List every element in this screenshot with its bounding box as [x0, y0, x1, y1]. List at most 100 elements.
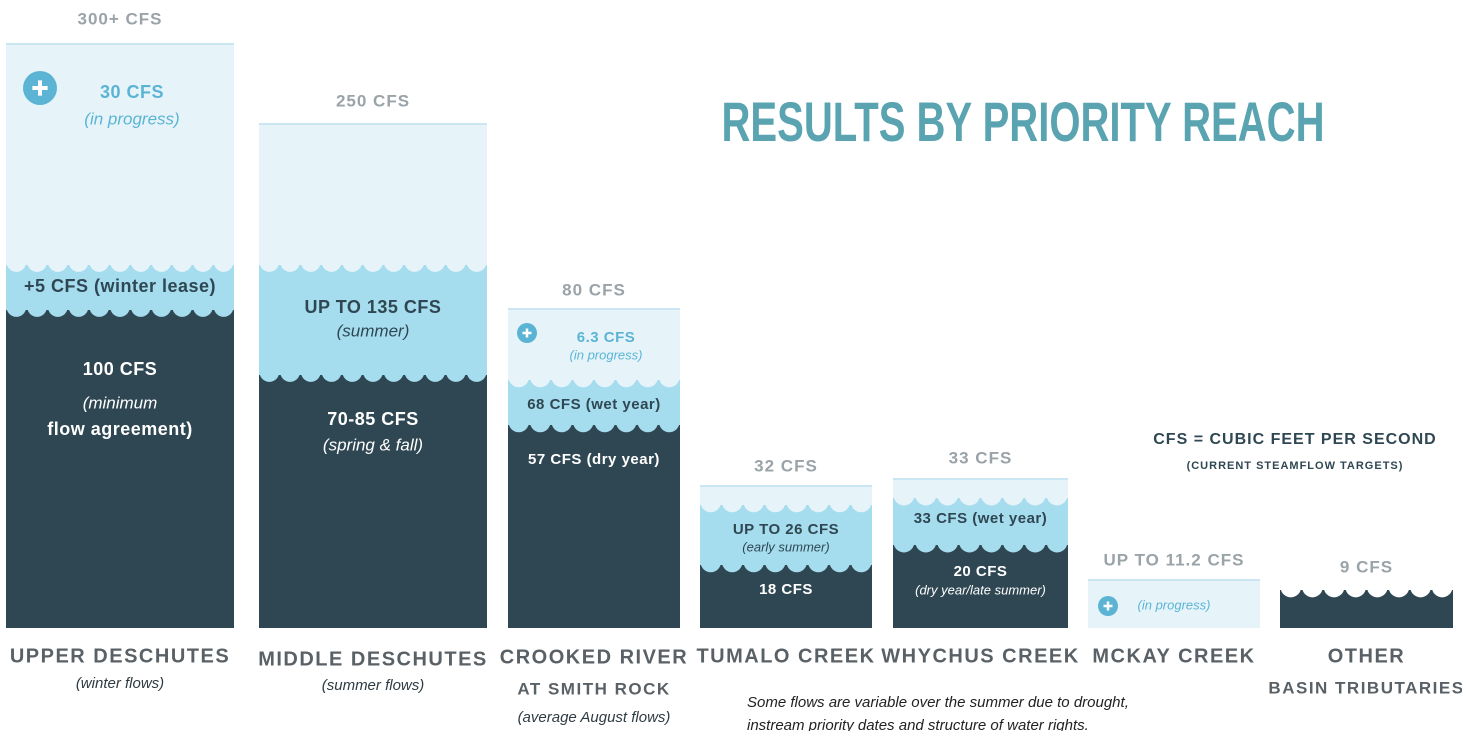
column: 250 CFS MIDDLE DESCHUTES (summer flows) UP … — [258, 91, 488, 694]
band-label: (summer) — [337, 321, 410, 340]
wave — [1410, 576, 1431, 598]
band-label: 18 CFS — [759, 581, 813, 598]
wave — [1002, 531, 1024, 553]
wave — [616, 411, 637, 433]
wave — [300, 362, 321, 382]
band — [259, 375, 487, 628]
band-label: (in progress) — [1138, 597, 1211, 612]
wave — [829, 491, 850, 513]
wave — [172, 252, 193, 272]
wave — [193, 297, 213, 317]
wave — [743, 551, 764, 573]
wave — [404, 252, 425, 272]
column: UP TO 11.2 CFS MCKAY CREEK (in progress) — [1088, 550, 1260, 667]
wave — [47, 297, 68, 317]
column: 9 CFS OTHER BASIN TRIBUTARIES — [1268, 557, 1462, 697]
column-sub: (average August flows) — [518, 709, 671, 726]
band — [6, 310, 234, 628]
wave — [915, 531, 937, 553]
wave — [594, 411, 615, 433]
wave — [530, 366, 551, 388]
wave — [446, 252, 466, 272]
wave — [321, 252, 342, 272]
band-label: UP TO 135 CFS — [305, 297, 442, 317]
wave — [446, 362, 466, 382]
wave — [743, 491, 764, 513]
band-label: (spring & fall) — [323, 435, 423, 454]
top-label: 32 CFS — [754, 456, 818, 475]
column-name: WHYCHUS CREEK — [881, 645, 1079, 667]
wave — [363, 362, 383, 382]
wave — [193, 252, 213, 272]
wave — [959, 531, 980, 553]
wave — [1431, 576, 1453, 598]
wave — [573, 366, 594, 388]
column: 33 CFS WHYCHUS CREEK 33 CFS (wet year) 20 C… — [881, 448, 1079, 667]
title: RESULTS BY PRIORITY REACH — [722, 90, 1325, 153]
wave — [808, 491, 829, 513]
wave — [637, 411, 658, 433]
wave — [937, 484, 959, 506]
column: 300+ CFS UPPER DESCHUTES (winter flows) 30 … — [6, 9, 234, 692]
band-label: 30 CFS — [100, 82, 164, 102]
column: 32 CFS TUMALO CREEK UP TO 26 CFS(early sum… — [696, 456, 874, 667]
wave — [981, 531, 1002, 553]
wave — [6, 297, 27, 317]
column: 80 CFS CROOKED RIVER AT SMITH ROCK (average… — [500, 280, 687, 726]
add-icon-plus — [1103, 601, 1113, 611]
wave — [110, 297, 130, 317]
wave — [981, 484, 1002, 506]
wave — [893, 484, 915, 506]
wave — [551, 411, 572, 433]
column-name: BASIN TRIBUTARIES — [1268, 678, 1462, 697]
wave — [808, 551, 829, 573]
band-label: (early summer) — [742, 539, 829, 554]
wave — [466, 252, 487, 272]
band-label: (minimum — [83, 393, 158, 412]
wave — [722, 551, 743, 573]
band-label: 70-85 CFS — [327, 409, 419, 429]
wave — [280, 362, 300, 382]
column-name: OTHER — [1328, 645, 1406, 667]
wave — [425, 362, 446, 382]
band-label: (dry year/late summer) — [915, 582, 1046, 597]
wave — [508, 411, 529, 433]
wave — [259, 362, 280, 382]
wave — [1345, 576, 1366, 598]
wave — [259, 252, 280, 272]
top-label: UP TO 11.2 CFS — [1104, 550, 1245, 569]
band — [259, 265, 487, 375]
wave — [1280, 576, 1302, 598]
wave — [6, 252, 27, 272]
band-label: (in progress) — [84, 109, 179, 128]
wave — [130, 297, 151, 317]
wave — [27, 252, 47, 272]
wave — [404, 362, 425, 382]
column-name: MIDDLE DESCHUTES — [258, 648, 488, 670]
wave — [616, 366, 637, 388]
wave — [151, 252, 172, 272]
wave — [1024, 484, 1046, 506]
band-label: 20 CFS — [954, 563, 1008, 580]
bands — [508, 309, 680, 628]
wave — [508, 366, 529, 388]
wave — [151, 297, 172, 317]
wave — [786, 491, 807, 513]
wave — [280, 252, 300, 272]
band-label: 57 CFS (dry year) — [528, 451, 660, 468]
wave — [1046, 531, 1068, 553]
top-label: 80 CFS — [562, 280, 626, 299]
top-label: 300+ CFS — [77, 9, 162, 28]
bands — [259, 124, 487, 628]
column-name: UPPER DESCHUTES — [10, 645, 230, 667]
column-sub: (winter flows) — [76, 675, 164, 692]
wave — [851, 491, 872, 513]
band — [700, 565, 872, 628]
wave — [1388, 576, 1410, 598]
wave — [722, 491, 743, 513]
wave — [915, 484, 937, 506]
wave — [213, 297, 234, 317]
wave — [786, 551, 807, 573]
wave — [765, 491, 786, 513]
